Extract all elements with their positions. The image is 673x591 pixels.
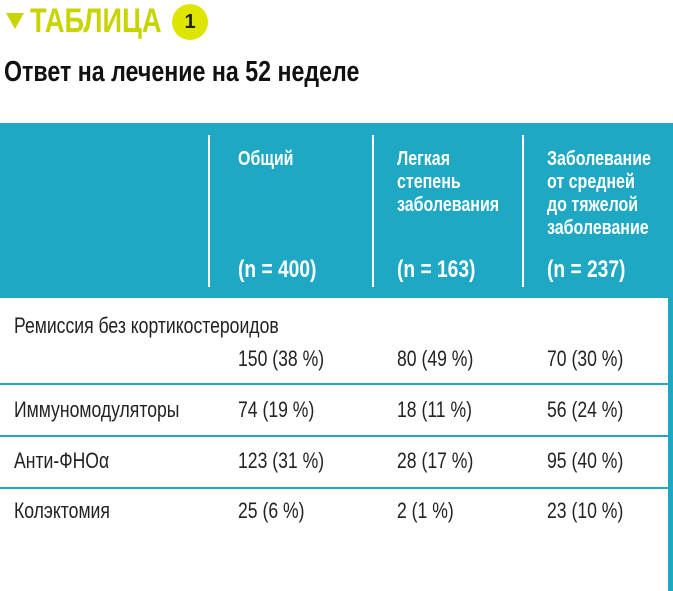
right-border — [668, 123, 673, 591]
row-label: Колэктомия — [14, 498, 110, 523]
cell-value: 2 (1 %) — [397, 498, 454, 523]
column-header: Легкая — [397, 148, 451, 170]
title: Ответ на лечение на 52 неделе — [4, 56, 360, 88]
column-n: (n = 237) — [547, 256, 626, 283]
cell-value: 123 (31 %) — [238, 448, 325, 473]
column-header: Заболевание — [547, 148, 651, 170]
column-header: заболевания — [397, 194, 500, 216]
cell-value: 18 (11 %) — [397, 397, 472, 422]
column-divider — [372, 135, 374, 287]
cell-value: 150 (38 %) — [238, 346, 325, 371]
column-header: от средней — [547, 171, 635, 193]
cell-value: 70 (30 %) — [547, 346, 624, 371]
badge: 1 — [172, 4, 208, 40]
cell-value: 95 (40 %) — [547, 448, 624, 473]
cell-value: 56 (24 %) — [547, 397, 624, 422]
row-label: Иммуномодуляторы — [14, 397, 180, 422]
row-separator — [0, 435, 668, 437]
row-separator — [0, 487, 668, 489]
column-n: (n = 163) — [397, 256, 476, 283]
row-label: Ремиссия без кортикостероидов — [14, 313, 279, 338]
column-divider — [208, 135, 210, 287]
column-divider — [522, 135, 524, 287]
cell-value: 25 (6 %) — [238, 498, 305, 523]
row-label: Анти-ФНОα — [14, 448, 110, 473]
cell-value: 28 (17 %) — [397, 448, 474, 473]
row-separator — [0, 383, 668, 385]
triangle-icon — [6, 13, 24, 29]
cell-value: 80 (49 %) — [397, 346, 474, 371]
section-label: ТАБЛИЦА — [30, 2, 162, 40]
column-n: (n = 400) — [238, 256, 317, 283]
column-header: степень — [397, 171, 461, 193]
column-header: Общий — [238, 148, 294, 170]
cell-value: 23 (10 %) — [547, 498, 624, 523]
column-header: заболевание — [547, 217, 649, 239]
header-band — [0, 123, 673, 298]
column-header: до тяжелой — [547, 194, 639, 216]
cell-value: 74 (19 %) — [238, 397, 315, 422]
